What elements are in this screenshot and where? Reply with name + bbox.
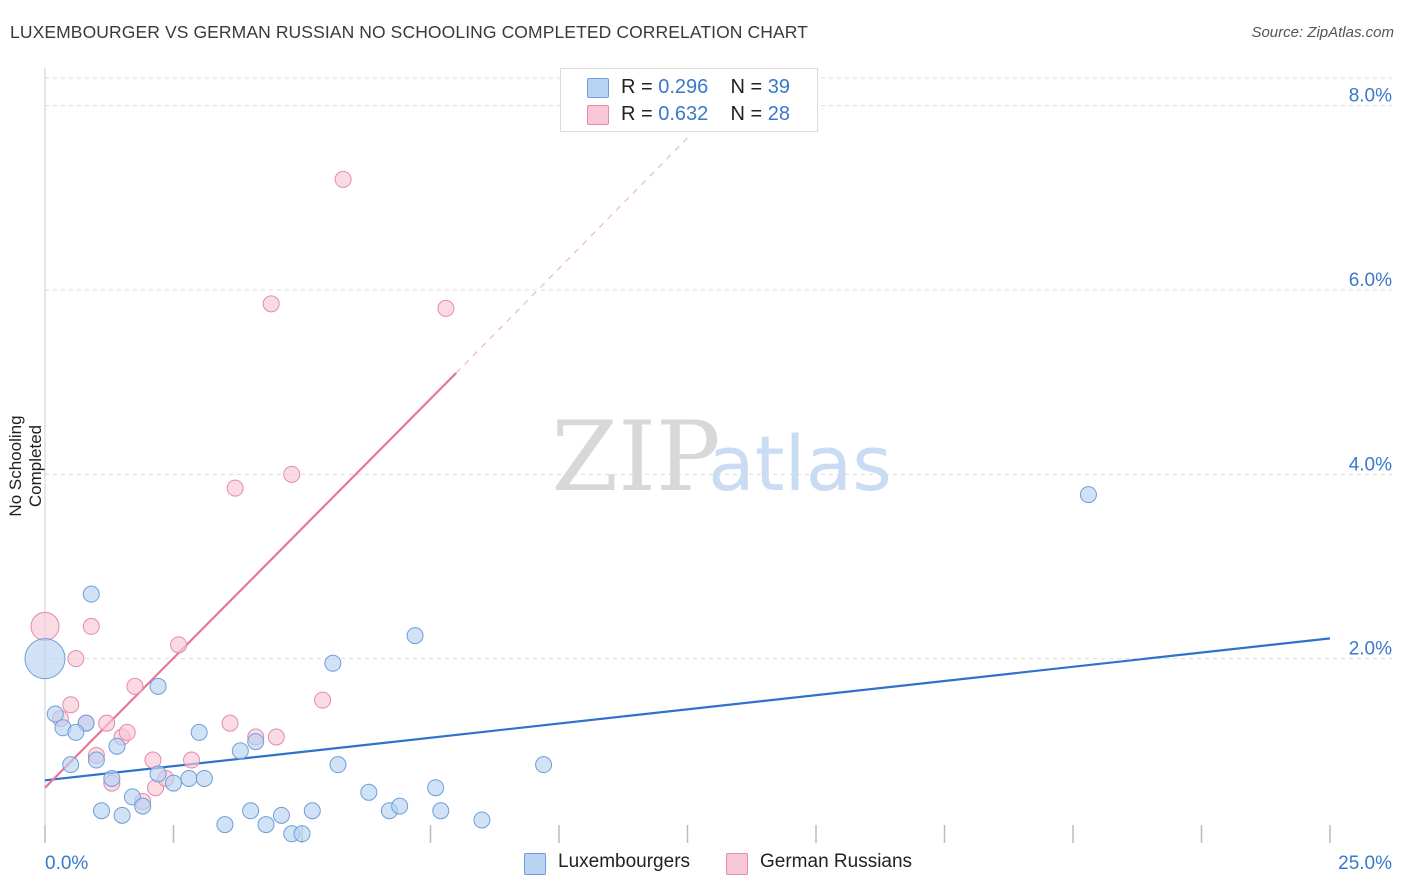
legend-swatch-blue bbox=[587, 78, 609, 98]
y-axis-label: No Schooling Completed bbox=[6, 415, 45, 517]
point-german-russian bbox=[62, 696, 80, 714]
point-luxembourger bbox=[46, 705, 64, 723]
point-luxembourger bbox=[432, 802, 450, 820]
point-german-russian bbox=[267, 728, 285, 746]
legend-n-label: N = bbox=[730, 76, 768, 98]
point-luxembourger bbox=[1079, 486, 1097, 504]
point-german-russian bbox=[67, 650, 85, 668]
legend-r-label: R = bbox=[621, 76, 659, 98]
point-luxembourger bbox=[195, 769, 213, 787]
point-luxembourger bbox=[24, 638, 66, 680]
point-luxembourger bbox=[62, 756, 80, 774]
point-luxembourger bbox=[87, 751, 105, 769]
legend-swatch-pink bbox=[587, 105, 609, 125]
point-luxembourger bbox=[149, 677, 167, 695]
legend-n-value: 28 bbox=[767, 103, 791, 125]
point-luxembourger bbox=[134, 797, 152, 815]
trend-line-german-russians-extension bbox=[455, 137, 688, 374]
legend-text: R = 0.296 N = 39 bbox=[621, 76, 790, 99]
point-luxembourger bbox=[360, 783, 378, 801]
point-luxembourger bbox=[190, 723, 208, 741]
legend-r-label: R = bbox=[621, 103, 659, 125]
point-luxembourger bbox=[406, 627, 424, 645]
x-tick-label-max: 25.0% bbox=[1338, 853, 1392, 874]
axes bbox=[44, 68, 1331, 843]
legend-r-value: 0.296 bbox=[658, 76, 709, 98]
point-german-russian bbox=[30, 611, 60, 641]
bottom-legend-label: Luxembourgers bbox=[558, 851, 691, 872]
point-luxembourger bbox=[247, 733, 265, 751]
point-luxembourger bbox=[324, 654, 342, 672]
point-german-russian bbox=[118, 723, 136, 741]
tick-labels: 2.0% 4.0% 6.0% 8.0% 0.0% 25.0% bbox=[45, 86, 1392, 874]
point-luxembourger bbox=[113, 806, 131, 824]
bottom-legend-swatch-pink bbox=[726, 853, 748, 875]
point-luxembourger bbox=[535, 756, 553, 774]
point-luxembourger bbox=[293, 825, 311, 843]
point-luxembourger bbox=[272, 806, 290, 824]
point-german-russian bbox=[314, 691, 332, 709]
point-luxembourger bbox=[242, 802, 260, 820]
point-luxembourger bbox=[329, 756, 347, 774]
legend-n-value: 39 bbox=[767, 76, 791, 98]
point-luxembourger bbox=[216, 816, 234, 834]
source-label: Source: ZipAtlas.com bbox=[1251, 24, 1394, 41]
y-tick-label: 4.0% bbox=[1349, 454, 1392, 475]
legend-r-value: 0.632 bbox=[658, 103, 709, 125]
point-luxembourger bbox=[108, 737, 126, 755]
point-luxembourger bbox=[82, 585, 100, 603]
point-luxembourger bbox=[67, 723, 85, 741]
bottom-legend-swatch-blue bbox=[524, 853, 546, 875]
point-luxembourger bbox=[149, 765, 167, 783]
chart-title: LUXEMBOURGER VS GERMAN RUSSIAN NO SCHOOL… bbox=[10, 22, 808, 42]
point-german-russian bbox=[334, 170, 352, 188]
point-luxembourger bbox=[427, 779, 445, 797]
point-luxembourger bbox=[180, 769, 198, 787]
point-luxembourger bbox=[473, 811, 491, 829]
point-luxembourger bbox=[303, 802, 321, 820]
y-tick-label: 2.0% bbox=[1349, 639, 1392, 660]
correlation-legend: R = 0.296 N = 39 R = 0.632 N = 28 bbox=[560, 68, 818, 132]
point-luxembourger bbox=[257, 816, 275, 834]
point-german-russian bbox=[221, 714, 239, 732]
gridlines bbox=[45, 77, 1392, 660]
point-german-russian bbox=[226, 479, 244, 497]
trend-line-luxembourgers bbox=[44, 637, 1331, 782]
legend-n-label: N = bbox=[730, 103, 768, 125]
point-luxembourger bbox=[93, 802, 111, 820]
point-german-russian bbox=[82, 617, 100, 635]
point-german-russian bbox=[437, 299, 455, 317]
watermark-atlas: atlas bbox=[708, 419, 892, 508]
point-german-russian bbox=[283, 465, 301, 483]
point-german-russian bbox=[182, 751, 200, 769]
point-german-russian bbox=[262, 295, 280, 313]
watermark-zip: ZIP bbox=[551, 401, 720, 513]
y-tick-label: 6.0% bbox=[1349, 270, 1392, 291]
data-points bbox=[24, 170, 1097, 843]
point-luxembourger bbox=[231, 742, 249, 760]
point-luxembourger bbox=[165, 774, 182, 792]
point-luxembourger bbox=[103, 769, 121, 787]
point-german-russian bbox=[126, 677, 144, 695]
y-tick-label: 8.0% bbox=[1349, 86, 1392, 107]
point-german-russian bbox=[170, 636, 188, 654]
x-tick-label-min: 0.0% bbox=[45, 853, 88, 874]
point-luxembourger bbox=[391, 797, 409, 815]
bottom-legend-label: German Russians bbox=[760, 851, 913, 872]
legend-text: R = 0.632 N = 28 bbox=[621, 103, 790, 126]
point-german-russian bbox=[98, 714, 116, 732]
